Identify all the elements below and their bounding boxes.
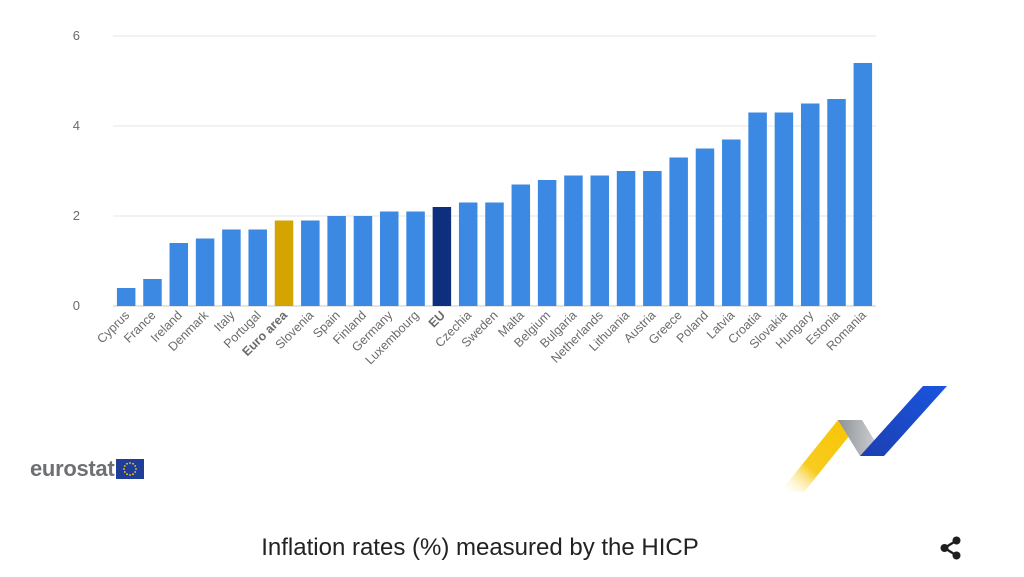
eurostat-swoosh-icon xyxy=(780,386,947,492)
bar-greece[interactable] xyxy=(669,157,688,307)
bar-bulgaria[interactable] xyxy=(564,175,583,307)
bar-italy[interactable] xyxy=(222,229,241,307)
y-tick-label: 4 xyxy=(73,118,80,133)
bar-ireland[interactable] xyxy=(169,243,189,306)
bar-germany[interactable] xyxy=(380,211,399,307)
eurostat-logo: eurostat xyxy=(30,456,145,482)
chart-caption: Inflation rates (%) measured by the HICP xyxy=(261,534,699,561)
bar-romania[interactable] xyxy=(853,63,873,306)
flag-star xyxy=(124,465,127,467)
flag-star xyxy=(126,462,129,465)
bar-czechia[interactable] xyxy=(458,202,478,307)
bar-france[interactable] xyxy=(143,279,162,306)
bar-austria[interactable] xyxy=(643,171,662,306)
bar-euro-area[interactable] xyxy=(274,220,294,307)
bar-poland[interactable] xyxy=(695,148,715,307)
flag-star xyxy=(129,462,132,464)
bar-denmark[interactable] xyxy=(195,238,215,307)
flag-star xyxy=(135,468,138,470)
y-tick-label: 0 xyxy=(73,298,80,313)
flag-star xyxy=(134,465,137,467)
flag-star xyxy=(132,462,135,465)
bar-latvia[interactable] xyxy=(722,139,741,307)
bar-slovenia[interactable] xyxy=(301,220,320,307)
flag-star xyxy=(124,471,127,473)
bar-estonia[interactable] xyxy=(827,99,846,306)
bar-croatia[interactable] xyxy=(748,112,767,307)
y-tick-label: 2 xyxy=(73,208,80,223)
bar-slovakia[interactable] xyxy=(774,112,794,307)
bar-netherlands[interactable] xyxy=(590,175,609,307)
logo-text: eurostat xyxy=(30,456,115,481)
bar-malta[interactable] xyxy=(511,184,531,307)
flag-star xyxy=(134,471,137,473)
bar-finland[interactable] xyxy=(353,216,373,306)
bar-cyprus[interactable] xyxy=(116,288,136,306)
eu-flag-icon xyxy=(116,459,145,479)
flag-star xyxy=(132,473,135,476)
bar-hungary[interactable] xyxy=(800,103,820,307)
bar-lithuania[interactable] xyxy=(616,171,636,306)
share-icon[interactable] xyxy=(938,535,964,561)
y-tick-label: 6 xyxy=(73,28,80,43)
bar-sweden[interactable] xyxy=(485,202,504,307)
bar-spain[interactable] xyxy=(327,216,346,306)
flag-star xyxy=(123,468,126,470)
bar-portugal[interactable] xyxy=(248,229,267,307)
flag-star xyxy=(126,473,129,476)
bar-eu[interactable] xyxy=(432,207,452,306)
flag-star xyxy=(129,474,132,476)
bar-luxembourg[interactable] xyxy=(406,211,425,307)
bar-belgium[interactable] xyxy=(537,180,557,306)
